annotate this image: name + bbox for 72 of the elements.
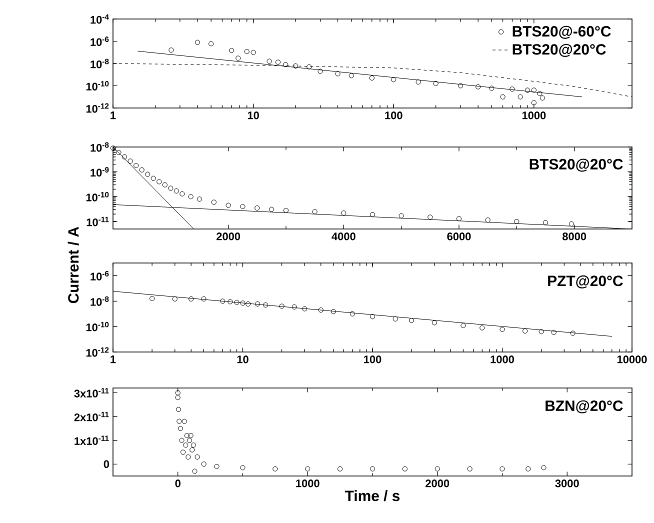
point (428, 214, 433, 220)
point (168, 186, 174, 191)
point (283, 208, 289, 213)
point (139, 167, 144, 172)
x-tick-label: 2000 (216, 232, 240, 240)
point (156, 179, 162, 184)
x-tick-label: 100 (385, 112, 402, 120)
x-tick-label: 10 (237, 356, 248, 364)
x-tick-label: 6000 (447, 232, 471, 240)
x-tick-label: 1000 (490, 356, 514, 364)
point (542, 220, 548, 226)
point (145, 172, 150, 177)
y-tick-label: 10$^{-6}$ (90, 271, 109, 280)
y-tick-label: 10$^{-11}$ (86, 216, 109, 226)
point (254, 205, 260, 211)
x-tick-label: 0 (175, 480, 180, 488)
y-axis-title: Current / A (68, 226, 79, 304)
point (226, 202, 231, 208)
y-tick-label: 10$^{-10}$ (86, 192, 109, 202)
point (174, 188, 179, 194)
y-tick-label: 0 (104, 460, 110, 468)
point (180, 191, 185, 196)
x-axis-title: Time / s (344, 490, 400, 502)
point (150, 176, 156, 181)
y-tick-label: 10$^{-6}$ (90, 36, 109, 46)
point (162, 182, 168, 188)
point (312, 209, 318, 214)
point (134, 162, 139, 168)
point (122, 154, 128, 160)
point (341, 210, 346, 216)
point (269, 206, 274, 212)
x-tick-label: 8000 (562, 232, 586, 240)
y-tick-label: 10$^{-10}$ (86, 322, 109, 332)
x-tick-label: 1 (110, 356, 116, 364)
point (370, 212, 376, 218)
x-tick-label: 1000 (522, 112, 546, 120)
y-tick-label: 10$^{-12}$ (86, 347, 109, 357)
point (196, 196, 202, 202)
point (128, 158, 133, 164)
point (116, 150, 122, 156)
x-tick-label: 3000 (555, 480, 579, 488)
x-tick-label: 4000 (332, 232, 356, 240)
point (240, 204, 246, 210)
point (485, 217, 490, 223)
x-tick-label: 10000 (617, 356, 647, 364)
legend-label: BTS20@-60°C (512, 26, 611, 39)
point (188, 194, 194, 200)
point (110, 146, 116, 151)
x-tick-label: 1000 (296, 480, 320, 488)
y-tick-label: 10$^{-10}$ (86, 81, 109, 90)
point (514, 218, 520, 224)
point (568, 221, 574, 226)
point (456, 216, 462, 222)
x-tick-label: 1 (110, 112, 116, 120)
y-tick-label: 3x10$^{-11}$ (74, 388, 109, 398)
y-tick-label: 10$^{-12}$ (86, 103, 109, 113)
x-tick-label: 10 (248, 112, 259, 120)
point (211, 200, 216, 205)
annotation: BTS20@20°C (530, 158, 623, 172)
x-tick-label: 2000 (426, 480, 450, 488)
x-tick-label: 100 (364, 356, 382, 364)
point (398, 213, 404, 218)
annotation: PZT@20°C (548, 275, 623, 288)
y-tick-label: 10$^{-4}$ (90, 14, 109, 24)
annotation: BZN@20°C (546, 400, 623, 414)
y-tick-label: 10$^{-8}$ (90, 142, 109, 152)
y-tick-label: 10$^{-9}$ (90, 167, 109, 177)
legend-label: BTS20@20°C (512, 44, 606, 57)
y-tick-label: 10$^{-8}$ (90, 58, 109, 68)
y-tick-label: 10$^{-8}$ (90, 296, 109, 306)
y-tick-label: 1x10$^{-11}$ (74, 436, 109, 446)
y-tick-label: 2x10$^{-11}$ (74, 412, 109, 422)
